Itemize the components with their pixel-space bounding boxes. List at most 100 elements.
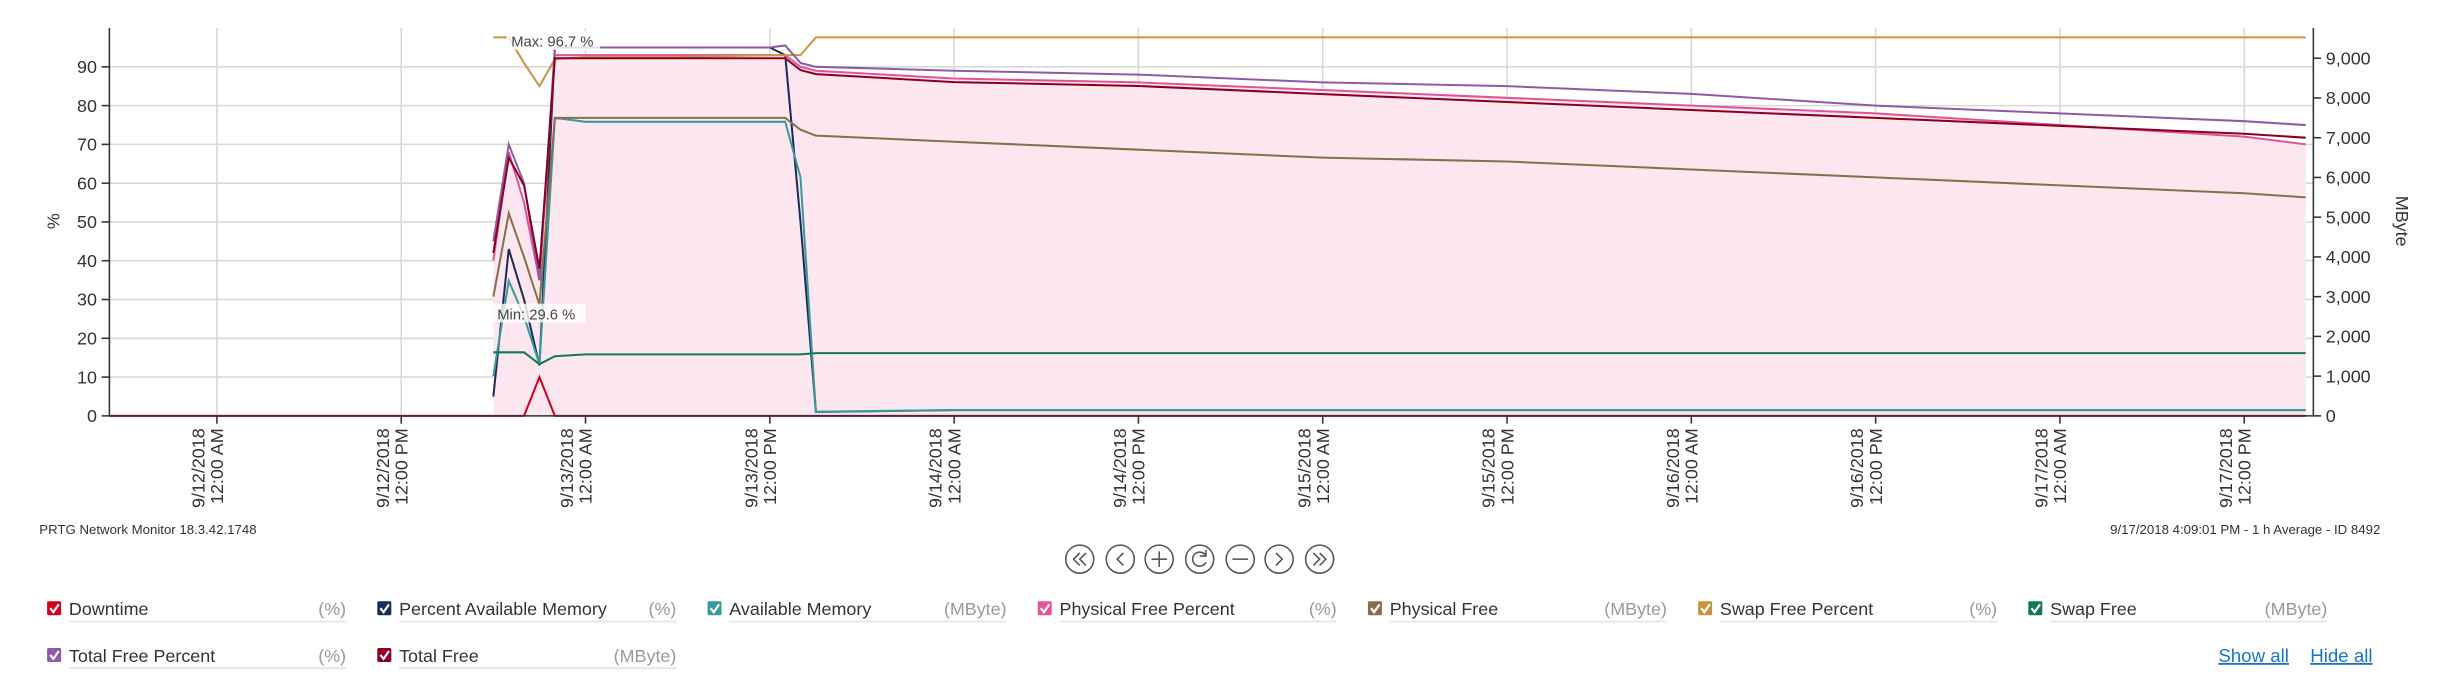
legend-label: Physical Free xyxy=(1390,599,1499,619)
annotation-bg xyxy=(492,303,587,323)
y2-tick-label: 7,000 xyxy=(2326,128,2371,148)
legend-item[interactable]: Physical Free Percent (%) xyxy=(1037,599,1337,623)
legend-check xyxy=(2030,603,2041,614)
legend-label: Percent Available Memory xyxy=(399,599,607,619)
legend-checkbox xyxy=(377,647,392,662)
footer-right: 9/17/2018 4:09:01 PM - 1 h Average - ID … xyxy=(2110,522,2380,537)
x-tick-label: 9/17/201812:00 AM xyxy=(2031,428,2070,508)
legend-checkbox xyxy=(47,647,62,662)
y2-axis-title: MByte xyxy=(2392,196,2412,247)
x-tick-label: 9/13/201812:00 AM xyxy=(557,428,596,508)
y-tick-label: 0 xyxy=(87,406,97,426)
nav-last[interactable] xyxy=(1304,544,1335,574)
legend-unit: (%) xyxy=(318,646,346,666)
x-tick-label: 9/12/201812:00 AM xyxy=(188,428,227,508)
legend-unit: (%) xyxy=(1969,599,1997,619)
legend-unit: (MByte) xyxy=(1604,599,1667,619)
legend-unit: (%) xyxy=(648,599,676,619)
y-tick-label: 80 xyxy=(77,96,97,116)
legend-item[interactable]: Percent Available Memory (%) xyxy=(377,599,677,623)
y2-tick-label: 2,000 xyxy=(2326,327,2371,347)
legend-item[interactable]: Downtime (%) xyxy=(47,599,346,623)
legend-item[interactable]: Total Free Percent (%) xyxy=(47,646,346,669)
x-tick-label: 9/17/201812:00 PM xyxy=(2216,428,2255,508)
y2-tick-label: 5,000 xyxy=(2326,207,2371,227)
y-tick-label: 40 xyxy=(77,251,97,271)
legend-unit: (MByte) xyxy=(2265,599,2328,619)
y-tick-label: 60 xyxy=(77,173,97,193)
legend-checkbox xyxy=(707,601,722,616)
legend-label: Total Free Percent xyxy=(69,646,215,666)
x-tick-label: 9/15/201812:00 AM xyxy=(1294,428,1333,508)
y-tick-label: 70 xyxy=(77,135,97,155)
annotation: Min: 29.6 % xyxy=(497,307,575,323)
legend: Downtime (%) Percent Available Memory (%) Av… xyxy=(47,599,2328,669)
y2-tick-label: 3,000 xyxy=(2326,287,2371,307)
x-tick-label: 9/13/201812:00 PM xyxy=(741,428,780,508)
legend-checkbox xyxy=(2028,601,2043,616)
legend-check xyxy=(379,603,390,614)
series-line xyxy=(493,36,2306,89)
legend-check xyxy=(1700,603,1711,614)
y-tick-label: 90 xyxy=(77,57,97,77)
x-tick-label: 9/14/201812:00 AM xyxy=(926,428,965,508)
legend-checkbox xyxy=(1367,601,1382,616)
y-tick-label: 50 xyxy=(77,212,97,232)
x-tick-label: 9/16/201812:00 AM xyxy=(1663,428,1702,508)
legend-check xyxy=(1370,603,1381,614)
legend-item[interactable]: Swap Free Percent (%) xyxy=(1698,599,1998,623)
legend-unit: (MByte) xyxy=(944,599,1007,619)
y2-tick-label: 1,000 xyxy=(2326,366,2371,386)
plot-area xyxy=(109,28,2314,417)
y2-tick-label: 6,000 xyxy=(2326,168,2371,188)
x-tick-label: 9/16/201812:00 PM xyxy=(1847,428,1886,508)
series-line xyxy=(492,57,2306,270)
y2-tick-label: 0 xyxy=(2326,406,2336,426)
legend-label: Physical Free Percent xyxy=(1060,599,1235,619)
nav-reset[interactable] xyxy=(1184,544,1215,574)
legend-check xyxy=(709,603,721,614)
y-axis-title: % xyxy=(44,213,64,229)
legend-label: Swap Free xyxy=(2050,599,2137,619)
x-tick-label: 9/12/201812:00 PM xyxy=(373,428,412,508)
legend-item[interactable]: Available Memory (MByte) xyxy=(707,599,1007,623)
legend-label: Available Memory xyxy=(729,599,871,619)
legend-unit: (MByte) xyxy=(614,646,677,666)
annotation-bg xyxy=(506,31,601,50)
show-all-link[interactable]: Show all xyxy=(2218,645,2289,666)
legend-item[interactable]: Swap Free (MByte) xyxy=(2028,599,2328,623)
legend-checkbox xyxy=(377,601,392,616)
legend-unit: (%) xyxy=(1309,599,1337,619)
y-tick-label: 30 xyxy=(77,290,97,310)
legend-label: Total Free xyxy=(399,646,479,666)
legend-check xyxy=(49,650,60,661)
x-tick-label: 9/15/201812:00 PM xyxy=(1479,428,1518,508)
legend-label: Swap Free Percent xyxy=(1720,599,1873,619)
legend-check xyxy=(1039,603,1051,614)
legend-item[interactable]: Physical Free (MByte) xyxy=(1367,599,1667,623)
nav-buttons xyxy=(1064,544,1335,574)
legend-check xyxy=(379,650,390,661)
y-tick-label: 10 xyxy=(77,367,97,387)
hide-all-link[interactable]: Hide all xyxy=(2310,645,2372,666)
series-line xyxy=(492,116,2306,305)
annotation: Max: 96.7 % xyxy=(511,35,593,51)
nav-first[interactable] xyxy=(1064,544,1095,574)
nav-prev[interactable] xyxy=(1105,544,1136,574)
nav-zoom-out[interactable] xyxy=(1225,544,1255,574)
y2-tick-label: 8,000 xyxy=(2326,88,2371,108)
y-tick-label: 20 xyxy=(77,329,97,349)
footer-left: PRTG Network Monitor 18.3.42.1748 xyxy=(39,522,256,537)
nav-next[interactable] xyxy=(1264,544,1294,574)
area-fill xyxy=(493,55,2306,416)
legend-label: Downtime xyxy=(69,599,149,619)
legend-checkbox xyxy=(1037,601,1052,616)
legend-item[interactable]: Total Free (MByte) xyxy=(377,646,677,669)
series-line xyxy=(493,351,2306,366)
legend-check xyxy=(49,603,60,614)
series-line xyxy=(492,116,2306,413)
y2-tick-label: 4,000 xyxy=(2326,247,2371,267)
y2-tick-label: 9,000 xyxy=(2326,48,2371,68)
nav-zoom-in[interactable] xyxy=(1144,544,1174,574)
